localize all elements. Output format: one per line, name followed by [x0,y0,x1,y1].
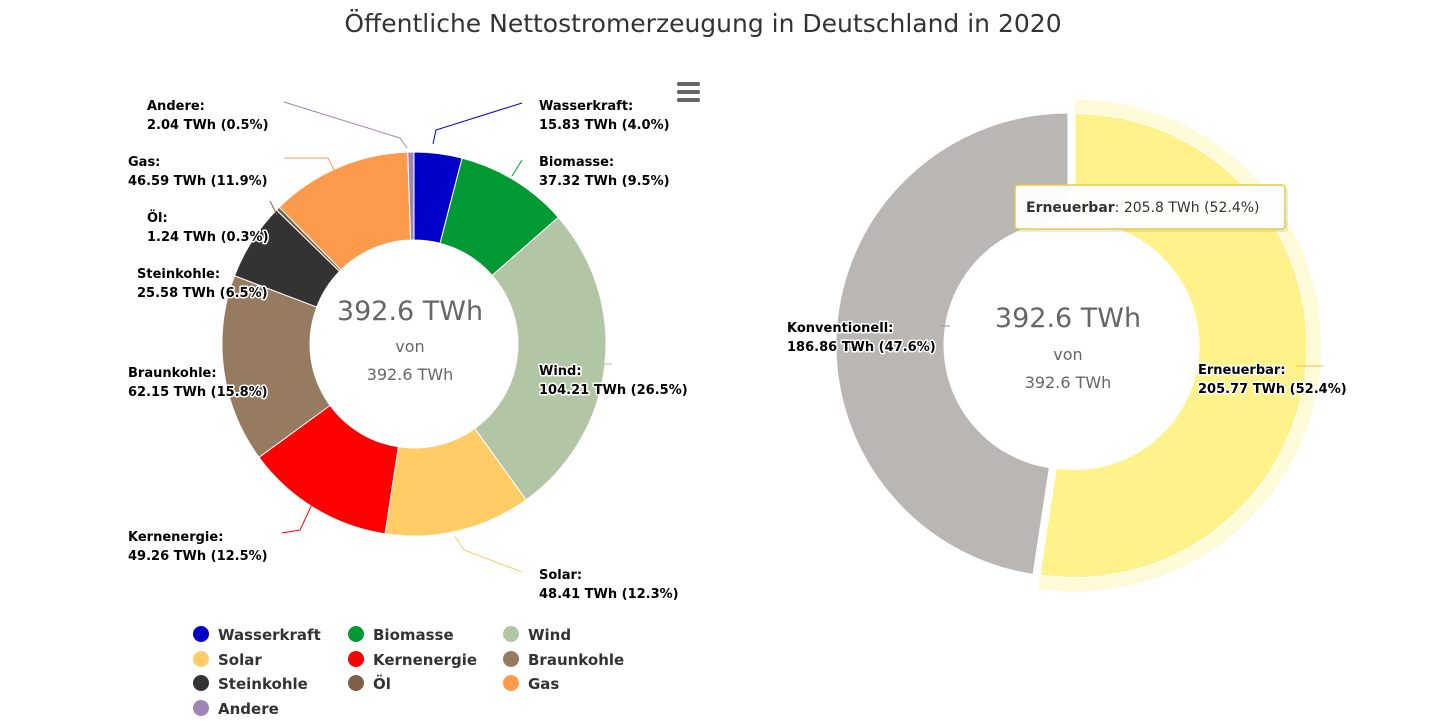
chart-title: Öffentliche Nettostromerzeugung in Deuts… [344,9,1061,38]
chart-legend: Wasserkraft Biomasse Wind Solar Kernenergie B… [193,626,624,718]
data-label-steinkohle-value: 25.58 TWh (6.5%) [137,286,268,301]
legend-marker-andere [193,700,209,716]
legend-item-steinkohle[interactable]: Steinkohle [193,675,308,693]
legend-item-andere[interactable]: Andere [193,700,279,718]
legend-item-biomasse[interactable]: Biomasse [348,626,454,644]
legend-label-oel: Öl [373,674,391,693]
legend-label-biomasse: Biomasse [373,626,454,644]
center-total: 392.6 TWh [367,365,454,384]
data-label-andere-name: Andere: [147,99,205,114]
center-value: 392.6 TWh [337,296,483,327]
slice-konventionell[interactable] [835,112,1069,575]
hamburger-menu-icon [677,82,700,102]
legend-marker-gas [503,675,519,691]
data-label-wind-name: Wind: [539,364,582,379]
center-from-label: von [395,337,424,356]
legend-item-kernenergie[interactable]: Kernenergie [348,651,477,669]
connector-biomasse [511,159,523,177]
legend-marker-wasserkraft [193,626,209,642]
data-label-gas-value: 46.59 TWh (11.9%) [128,174,268,189]
connector-gas [284,157,335,171]
legend-label-steinkohle: Steinkohle [218,675,308,693]
legend-item-solar[interactable]: Solar [193,651,262,669]
data-label-gas-name: Gas: [128,155,160,170]
chart-menu-button[interactable] [677,82,700,102]
legend-marker-steinkohle [193,675,209,691]
legend-item-wind[interactable]: Wind [503,626,571,644]
connector-kernenergie [281,499,315,534]
right-center-value: 392.6 TWh [995,303,1141,334]
legend-label-solar: Solar [218,651,262,669]
tooltip-value: 205.8 TWh (52.4%) [1124,200,1260,216]
legend-marker-kernenergie [348,651,364,667]
data-label-wasserkraft-value: 15.83 TWh (4.0%) [539,118,670,133]
data-label-konventionell-value: 186.86 TWh (47.6%) [787,340,936,355]
slice-wind[interactable] [474,216,607,501]
tooltip-series-name: Erneuerbar [1026,200,1115,216]
data-label-konventionell-name: Konventionell: [787,321,893,336]
legend-marker-braunkohle [503,651,519,667]
data-label-kernenergie-value: 49.26 TWh (12.5%) [128,549,268,564]
slice-andere[interactable] [407,151,415,241]
chart-tooltip: Erneuerbar: 205.8 TWh (52.4%) [1014,184,1288,232]
data-label-wasserkraft-name: Wasserkraft: [539,99,633,114]
data-label-oel-value: 1.24 TWh (0.3%) [147,230,269,245]
legend-item-gas[interactable]: Gas [503,675,559,693]
legend-marker-biomasse [348,626,364,642]
connector-andere [283,101,408,149]
data-label-oel-name: Öl: [147,210,168,226]
data-label-solar-value: 48.41 TWh (12.3%) [539,587,679,602]
data-label-steinkohle-name: Steinkohle: [137,267,220,282]
data-label-erneuerbar-value: 205.77 TWh (52.4%) [1198,382,1347,397]
right-center-total: 392.6 TWh [1025,373,1112,392]
tooltip-text: Erneuerbar: 205.8 TWh (52.4%) [1026,200,1260,216]
data-label-biomasse-name: Biomasse: [539,155,614,170]
legend-label-gas: Gas [528,675,559,693]
left-donut-chart: Wasserkraft: 15.83 TWh (4.0%) Biomasse: 37.… [127,98,690,604]
connector-solar [454,535,523,573]
legend-marker-solar [193,651,209,667]
legend-label-kernenergie: Kernenergie [373,651,477,669]
data-label-andere-value: 2.04 TWh (0.5%) [147,118,269,133]
tooltip-box [1014,184,1286,230]
legend-marker-wind [503,626,519,642]
data-label-solar-name: Solar: [539,568,582,583]
tooltip-separator: : [1115,200,1124,216]
connector-wasserkraft [432,102,523,145]
data-label-biomasse-value: 37.32 TWh (9.5%) [539,174,670,189]
data-label-braunkohle-value: 62.15 TWh (15.8%) [128,385,268,400]
data-label-kernenergie-name: Kernenergie: [128,530,223,545]
legend-label-braunkohle: Braunkohle [528,651,624,669]
right-center-from-label: von [1053,345,1082,364]
legend-label-wasserkraft: Wasserkraft [218,626,321,644]
legend-label-andere: Andere [218,700,279,718]
data-label-erneuerbar-name: Erneuerbar: [1198,363,1286,378]
connector-oel [269,200,278,216]
legend-item-braunkohle[interactable]: Braunkohle [503,651,624,669]
right-donut-chart: Erneuerbar: 205.77 TWh (52.4%) Konventione… [786,99,1348,592]
legend-item-wasserkraft[interactable]: Wasserkraft [193,626,321,644]
legend-marker-oel [348,675,364,691]
slice-group-konventionell [835,112,1069,575]
data-label-wind-value: 104.21 TWh (26.5%) [539,383,688,398]
legend-label-wind: Wind [528,626,571,644]
data-label-braunkohle-name: Braunkohle: [128,366,217,381]
legend-item-oel[interactable]: Öl [348,674,391,693]
